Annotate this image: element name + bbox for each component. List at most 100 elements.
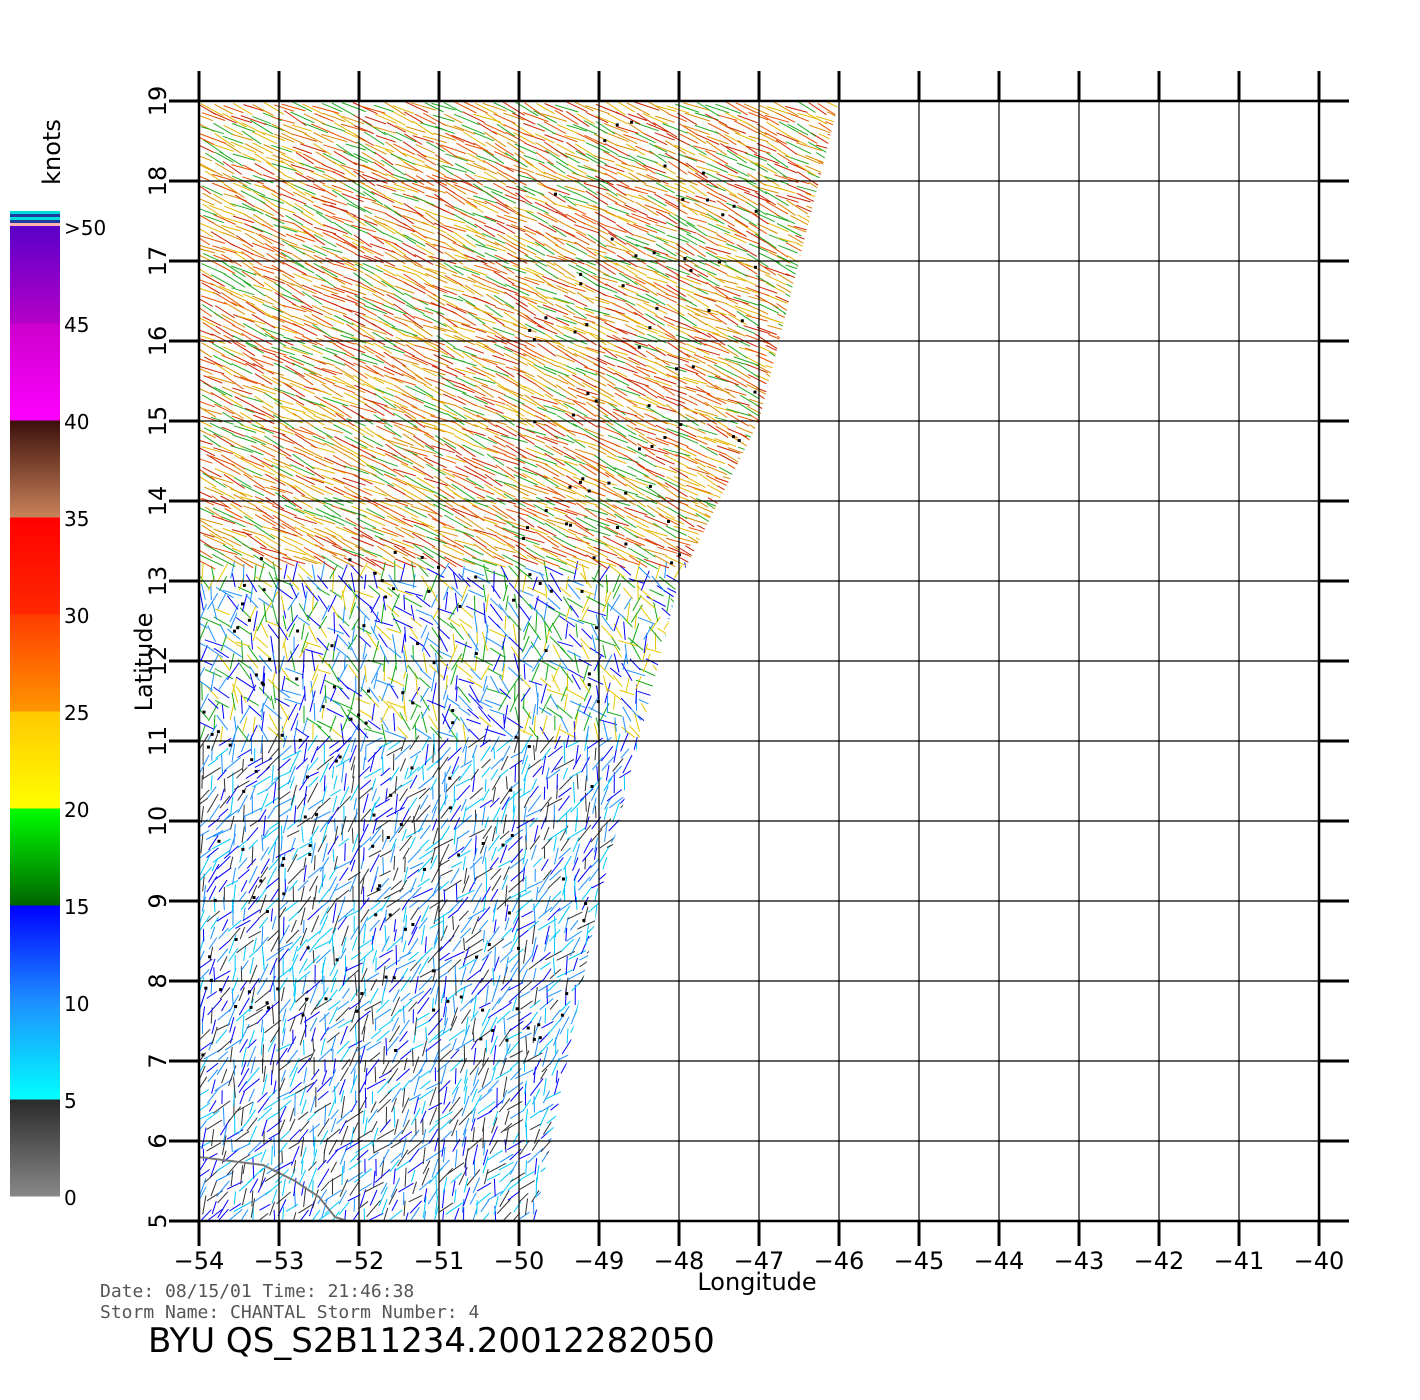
wind-vector xyxy=(443,514,468,529)
wind-vector xyxy=(446,1162,465,1175)
wind-vector xyxy=(756,504,778,520)
wind-vector xyxy=(539,645,550,661)
wind-vector xyxy=(403,597,423,608)
wind-vector xyxy=(699,980,717,992)
wind-vector xyxy=(726,535,751,547)
wind-vector xyxy=(351,505,377,517)
wind-vector xyxy=(787,1208,791,1221)
wind-vector xyxy=(412,714,421,730)
wind-vector xyxy=(770,1093,783,1102)
wind-vector xyxy=(394,444,418,456)
wind-vector xyxy=(460,798,467,812)
wind-vector xyxy=(549,929,561,942)
wind-vector xyxy=(281,1028,286,1046)
wind-vector xyxy=(228,948,239,962)
wind-vector xyxy=(484,816,489,829)
wind-vector xyxy=(503,493,527,508)
wind-vector xyxy=(658,807,675,822)
wind-vector xyxy=(746,1046,751,1069)
wind-vector xyxy=(211,1129,215,1147)
wind-vector xyxy=(469,787,483,800)
wind-vector xyxy=(556,557,579,570)
wind-vector xyxy=(242,758,244,772)
wind-vector xyxy=(566,1072,585,1083)
wind-vector xyxy=(423,586,429,601)
wind-vector xyxy=(460,760,473,768)
wind-vector xyxy=(363,847,365,861)
wind-vector xyxy=(210,926,216,940)
wind-vector xyxy=(727,512,751,528)
wind-vector xyxy=(500,755,509,771)
wind-vector xyxy=(330,504,357,515)
wind-vector xyxy=(321,1198,328,1218)
wind-vector xyxy=(663,1007,672,1027)
wind-vector xyxy=(657,546,678,554)
wind-vector xyxy=(403,906,407,923)
wind-vector xyxy=(665,895,670,913)
wind-vector xyxy=(746,1181,766,1192)
wind-vector xyxy=(757,1199,759,1213)
wind-vector xyxy=(757,600,774,608)
wind-vector xyxy=(745,521,768,538)
wind-vector xyxy=(656,481,679,498)
wind-vector xyxy=(639,605,652,622)
wind-vector xyxy=(794,826,801,844)
wind-vector xyxy=(573,652,579,673)
wind-vector xyxy=(270,908,273,922)
wind-vector xyxy=(710,810,724,819)
wind-vector xyxy=(324,486,344,496)
wind-vector xyxy=(343,557,364,568)
wind-vector xyxy=(419,668,432,680)
wind-vector xyxy=(817,504,839,520)
wind-vector xyxy=(756,483,782,495)
wind-vector xyxy=(338,1189,347,1205)
wind-vector xyxy=(350,1126,355,1146)
wind-vector xyxy=(723,988,734,1000)
wind-vector xyxy=(247,1125,258,1146)
wind-vector xyxy=(376,679,395,688)
wind-vector xyxy=(751,756,763,770)
colorbar-band-15-20 xyxy=(10,808,60,906)
wind-vector xyxy=(541,1148,552,1163)
wind-vector xyxy=(342,966,348,987)
wind-vector xyxy=(445,675,448,690)
wind-vector xyxy=(313,810,331,821)
wind-vector xyxy=(616,856,619,873)
wind-vector xyxy=(820,1067,832,1081)
wind-vector xyxy=(309,1017,318,1032)
wind-vector xyxy=(362,435,384,447)
wind-vector xyxy=(671,1160,685,1171)
wind-vector xyxy=(398,1182,414,1193)
wind-vector xyxy=(333,634,339,651)
wind-vector xyxy=(609,593,621,611)
wind-vector xyxy=(261,945,265,966)
wind-vector xyxy=(784,467,808,476)
wind-vector xyxy=(288,935,302,952)
wind-vector xyxy=(261,1119,268,1137)
wind-vector xyxy=(566,827,586,840)
wind-vector xyxy=(390,838,397,851)
wind-vector xyxy=(443,1086,448,1105)
wind-vector xyxy=(261,462,285,479)
wind-vector xyxy=(422,1196,427,1219)
wind-vector xyxy=(832,765,839,781)
wind-vector xyxy=(268,571,278,589)
wind-vector xyxy=(366,508,386,519)
wind-vector xyxy=(726,954,729,972)
wind-vector xyxy=(520,1000,533,1010)
wind-vector xyxy=(365,737,383,747)
wind-vector xyxy=(267,678,280,691)
wind-vector xyxy=(247,1141,262,1156)
wind-vector xyxy=(703,602,708,621)
wind-vector xyxy=(343,1209,347,1221)
wind-vector xyxy=(482,584,487,602)
wind-vector xyxy=(345,962,364,972)
wind-vector xyxy=(310,745,319,763)
wind-vector xyxy=(396,1068,411,1081)
wind-vector xyxy=(260,1037,264,1055)
wind-vector xyxy=(728,577,747,589)
wind-vector xyxy=(576,517,598,530)
wind-vector xyxy=(826,694,833,711)
wind-vector xyxy=(339,1047,350,1063)
wind-vector xyxy=(755,924,758,942)
